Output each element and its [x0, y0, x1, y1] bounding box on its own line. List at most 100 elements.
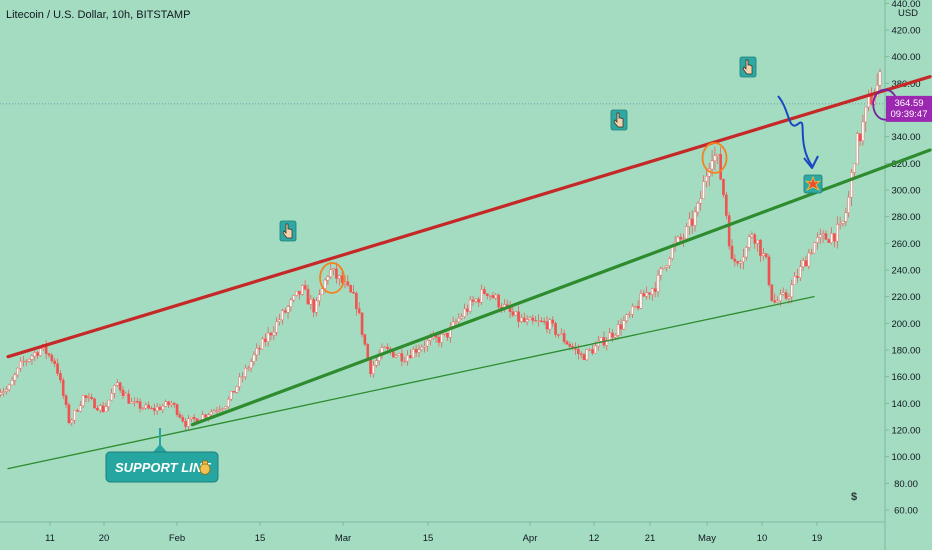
time-tick-label: Mar: [335, 533, 351, 544]
candle-down: [636, 306, 640, 309]
candle-down: [181, 417, 185, 422]
trendline-layer: [6, 75, 932, 470]
candle-down: [355, 293, 358, 309]
candle-down: [64, 395, 68, 405]
candle-down: [764, 253, 768, 258]
candle-up: [488, 295, 492, 297]
candle-up: [289, 299, 293, 307]
candle-down: [138, 401, 142, 409]
candle-up: [372, 365, 375, 374]
candle-down: [76, 410, 79, 412]
candle-up: [5, 389, 8, 392]
candle-up: [144, 404, 148, 409]
candle-down: [568, 344, 572, 347]
price-tick-label: 340.00: [891, 132, 920, 143]
candle-down: [540, 320, 543, 322]
candle-down: [784, 292, 788, 299]
candle-up: [246, 367, 250, 369]
candle-up: [318, 294, 321, 302]
candle-up: [699, 198, 703, 204]
candle-down: [870, 95, 873, 105]
candle-down: [36, 352, 39, 356]
candle-down: [56, 363, 59, 374]
candle-up: [807, 252, 811, 267]
price-tick-label: 200.00: [891, 319, 920, 330]
candle-up: [423, 345, 426, 348]
candle-up: [323, 279, 327, 289]
candle-up: [742, 256, 745, 263]
candle-up: [688, 218, 691, 227]
candle-up: [403, 360, 407, 363]
candle-up: [682, 238, 685, 240]
candle-up: [710, 160, 714, 170]
candle-down: [722, 178, 725, 196]
candle-up: [141, 407, 145, 410]
candle-down: [386, 346, 389, 350]
candle-up: [124, 393, 128, 396]
candle-down: [679, 236, 683, 240]
candle-up: [266, 332, 270, 342]
candle-up: [22, 361, 25, 363]
candle-up: [278, 319, 281, 322]
candle-up: [70, 419, 74, 423]
resistance-trendline[interactable]: [6, 75, 932, 359]
price-tick-label: 420.00: [891, 26, 920, 37]
long-term-support-trendline[interactable]: [7, 296, 815, 470]
candle-down: [477, 298, 481, 303]
candle-up: [520, 317, 523, 322]
price-tick-label: 260.00: [891, 239, 920, 250]
candle-up: [855, 133, 859, 165]
candle-up: [209, 411, 213, 416]
candle-up: [10, 380, 14, 386]
candle-down: [545, 321, 549, 330]
time-tick-label: 15: [423, 533, 434, 544]
candle-down: [263, 338, 267, 342]
candle-down: [796, 276, 799, 278]
candle-up: [665, 265, 668, 268]
candle-down: [719, 154, 722, 180]
candle-down: [352, 291, 355, 294]
candle-up: [98, 405, 102, 411]
candle-down: [172, 403, 176, 405]
candle-up: [628, 314, 631, 316]
candle-up: [24, 360, 28, 363]
candle-down: [690, 218, 694, 226]
candle-up: [329, 269, 333, 278]
candle-up: [756, 239, 759, 244]
candle-up: [272, 331, 276, 336]
price-tick-label: 80.00: [894, 479, 918, 490]
candle-down: [192, 417, 196, 419]
candle-down: [522, 317, 526, 322]
support-line-label: SUPPORT LINE: [115, 460, 211, 475]
candle-up: [7, 384, 11, 390]
candle-up: [212, 410, 216, 413]
candle-down: [557, 334, 560, 336]
candle-up: [440, 334, 444, 343]
time-tick-label: Feb: [169, 533, 185, 544]
candle-down: [554, 322, 557, 335]
candle-up: [494, 294, 498, 299]
candle-down: [471, 299, 475, 302]
candle-up: [292, 295, 296, 301]
price-tick-label: 300.00: [891, 186, 920, 197]
candle-down: [858, 133, 862, 141]
candle-up: [847, 197, 850, 213]
time-tick-label: 19: [812, 533, 823, 544]
candle-up: [221, 408, 224, 410]
candle-down: [349, 285, 352, 293]
candle-up: [608, 332, 611, 341]
candle-down: [653, 288, 657, 292]
candle-down: [59, 373, 62, 381]
candle-down: [485, 293, 489, 296]
candle-down: [369, 358, 372, 374]
candle-down: [400, 353, 404, 362]
candle-down: [577, 349, 580, 354]
candle-down: [96, 407, 99, 411]
candle-down: [204, 414, 207, 418]
candle-up: [300, 285, 304, 295]
candle-down: [366, 344, 370, 360]
candle-up: [588, 349, 592, 351]
rising-support-trendline[interactable]: [190, 148, 932, 427]
